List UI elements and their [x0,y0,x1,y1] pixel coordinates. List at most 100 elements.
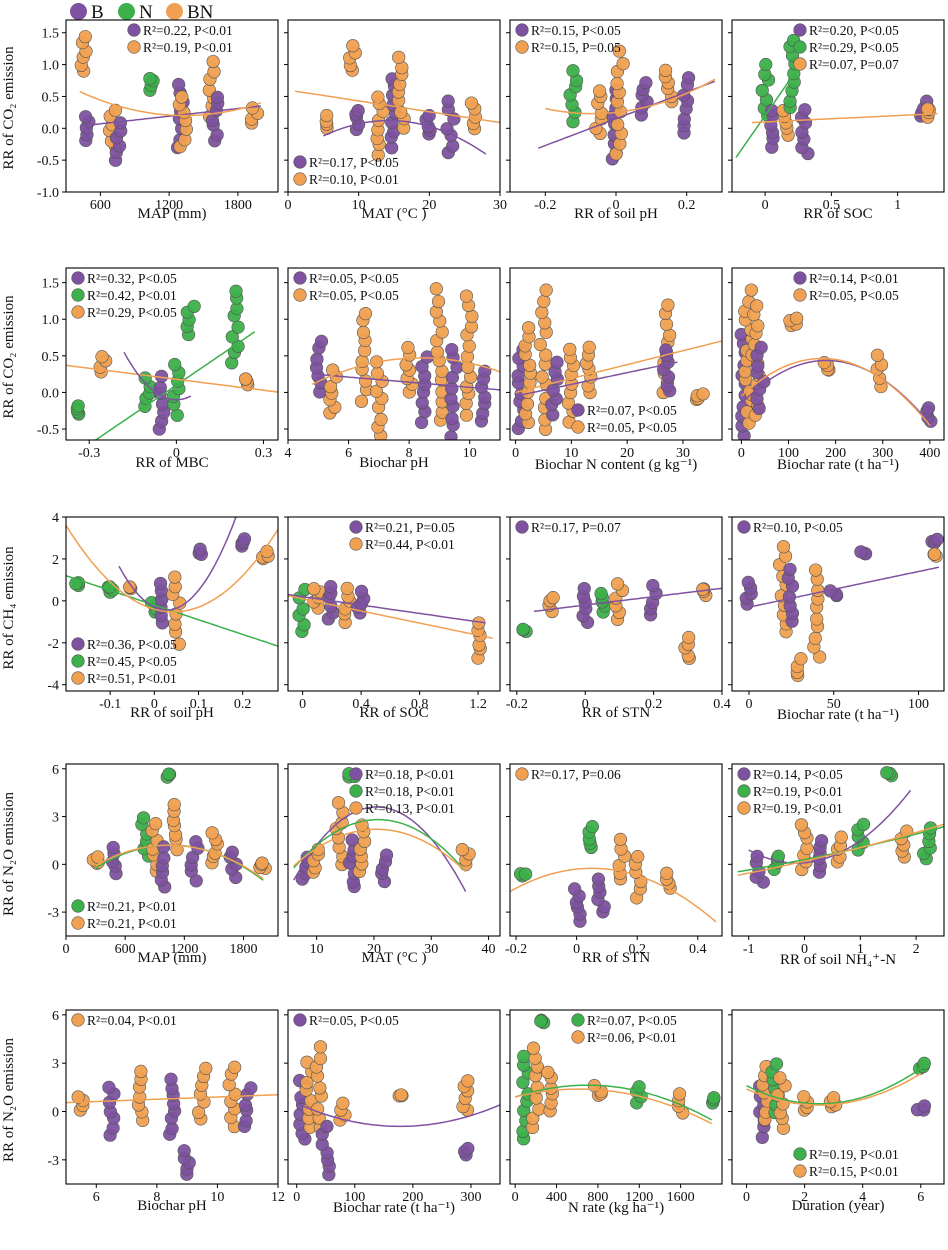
annotation-marker-n [71,899,85,913]
y-tick-label: -3 [47,906,59,921]
annotation-text: R²=0.05, P<0.05 [587,420,677,435]
point-b [646,578,660,593]
annotation-text: R²=0.13, P<0.01 [365,801,455,816]
plot-area [294,39,500,162]
panel-frame [731,516,945,692]
annotation-text: R²=0.17, P<0.05 [309,155,399,170]
annotation-text: R²=0.17, P=0.07 [531,520,621,535]
x-tick-label: 600 [90,198,111,213]
point-bn [751,319,765,333]
annotation-text: R²=0.07, P<0.05 [587,1013,677,1028]
point-bn [465,309,479,324]
point-bn [582,340,596,354]
point-bn [374,412,388,427]
y-tick-label: 0.5 [42,90,60,105]
annotation-text: R²=0.29, P<0.05 [87,305,177,320]
fit-line-bn [545,78,716,115]
fit-line-bn [510,867,717,923]
fit-line-bn [737,823,944,877]
point-bn [331,796,346,810]
panel-frame [287,19,501,193]
panel-p54: 0 2 4 6 R²=0.19, P<0.01 R²=0.15, P<0.01 [728,1009,945,1205]
annotation-marker-b [293,271,307,285]
point-bn [356,325,371,340]
panel-p41: 0 600 1200 1800 -3 0 3 6 R²=0.21, P<0.01 R²=0.21,… [47,763,279,957]
point-bn [370,366,385,381]
point-bn [744,283,758,297]
fit-line-bn [79,90,262,117]
plot-area [510,820,717,928]
annotation-marker-n [793,1147,807,1161]
point-bn [239,372,253,386]
annotation-marker-bn [293,288,307,302]
x-tick-label: 1800 [224,198,252,213]
annotation-text: R²=0.45, P<0.05 [87,654,177,669]
annotation-marker-b [793,23,807,37]
x-tick-label: 0 [151,697,158,712]
x-tick-label: 0.2 [678,198,696,213]
point-bn [773,1071,787,1085]
x-axis-label-p22: Biochar pH [359,455,429,471]
point-b [157,840,171,854]
x-tick-label: 2 [801,1190,808,1205]
fit-line-b [748,789,912,864]
point-b [681,71,696,85]
point-b [153,576,168,591]
x-tick-label: 30 [493,198,507,213]
fit-line-bn [288,594,493,640]
point-bn [658,63,673,78]
x-tick-label: -0.2 [534,198,556,213]
point-bn [464,96,479,110]
legend: B N BN [0,0,300,24]
point-b [754,340,768,354]
plot-area [734,283,938,440]
plot-area [737,766,944,889]
annotation-marker-bn [71,305,85,319]
annotation-marker-bn [515,767,529,781]
x-axis-label-p54: Duration (year) [791,1198,885,1214]
y-tick-label: 0 [52,1106,59,1121]
annotation-text: R²=0.17, P=0.06 [531,767,621,782]
point-bn [539,348,553,362]
point-bn [340,581,354,595]
point-bn [459,408,474,422]
x-tick-label: 100 [908,697,929,712]
point-bn [172,637,186,651]
annotation-marker-b [349,520,363,534]
y-tick-label: 3 [52,1057,59,1072]
fit-line-b [288,593,486,624]
point-bn [134,1064,148,1079]
x-tick-label: -0.2 [505,942,527,957]
fit-line-b [748,566,940,608]
point-b [106,840,120,855]
fit-line-bn [751,112,938,124]
point-n [229,284,243,298]
panel-p12: 0 10 20 30 R²=0.17, P<0.05 R²=0.10, P<0.01 [284,19,507,213]
x-axis-label-p12: MAT (°C ) [361,206,427,222]
annotation-text: R²=0.20, P<0.05 [809,23,899,38]
x-tick-label: 0 [63,942,70,957]
legend-swatch-n [118,3,135,20]
x-tick-label: 10 [210,1190,224,1205]
point-bn [532,1102,546,1116]
point-bn [435,325,449,339]
point-b [310,352,324,366]
plot-area [293,1040,500,1182]
point-b [193,542,207,556]
annotation-marker-bn [793,57,807,71]
fit-line-b [740,359,931,425]
legend-label-n: N [139,2,153,23]
y-tick-label: 0.0 [42,122,60,137]
point-bn [541,1065,555,1079]
annotation-text: R²=0.21, P<0.01 [87,899,177,914]
point-bn [794,818,808,832]
legend-swatch-b [70,3,87,20]
point-n [225,330,239,344]
point-b [445,411,459,426]
fit-line-bn [740,357,931,426]
fit-line-n [746,1067,922,1105]
panel-frame [287,516,501,692]
y-tick-label: 3 [52,811,59,826]
x-tick-label: 0.2 [645,697,663,712]
x-tick-label: 0 [293,1190,300,1205]
